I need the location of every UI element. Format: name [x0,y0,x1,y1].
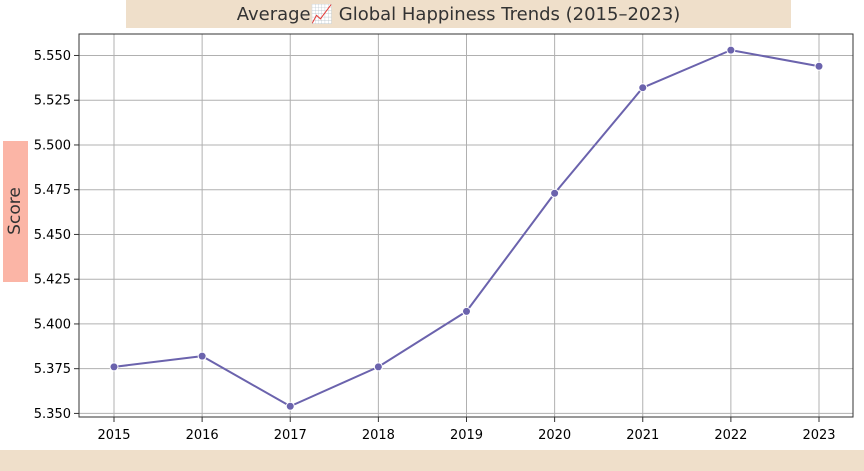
x-tick-label: 2019 [450,428,483,443]
data-point [462,306,471,316]
chart-title: Average📈 Global Happiness Trends (2015–2… [236,3,681,25]
series [109,45,824,411]
data-point [373,362,383,372]
data-point [726,45,736,55]
y-tick-label: 5.475 [34,183,71,198]
y-tick-label: 5.400 [34,317,71,332]
x-axis: 2015 2016 2017 2018 2019 2020 2021 2022 2023 [97,417,836,443]
x-tick-label: 2016 [186,428,219,443]
data-point [109,362,119,372]
y-tick-label: 5.375 [34,362,71,377]
x-tick-label: 2023 [802,428,835,443]
x-tick-label: 2020 [538,428,571,443]
y-tick-label: 5.350 [34,407,71,422]
data-point [814,61,824,71]
data-point [638,83,648,93]
bottom-band [0,450,864,471]
data-point [197,351,207,361]
grid [79,34,853,417]
x-tick-label: 2015 [97,428,130,443]
y-axis-label-band [3,141,28,282]
x-tick-label: 2018 [362,428,395,443]
x-tick-label: 2017 [274,428,307,443]
x-tick-label: 2021 [626,428,659,443]
y-tick-label: 5.425 [34,273,71,288]
y-tick-label: 5.525 [34,94,71,109]
data-point [285,401,295,411]
y-tick-label: 5.550 [34,49,71,64]
data-point [550,188,560,198]
y-axis: 5.350 5.375 5.400 5.425 5.450 5.475 5.500 5.525… [34,49,79,422]
title-band: Average📈 Global Happiness Trends (2015–2… [126,0,791,28]
y-tick-label: 5.500 [34,138,71,153]
y-tick-label: 5.450 [34,228,71,243]
x-tick-label: 2022 [714,428,747,443]
